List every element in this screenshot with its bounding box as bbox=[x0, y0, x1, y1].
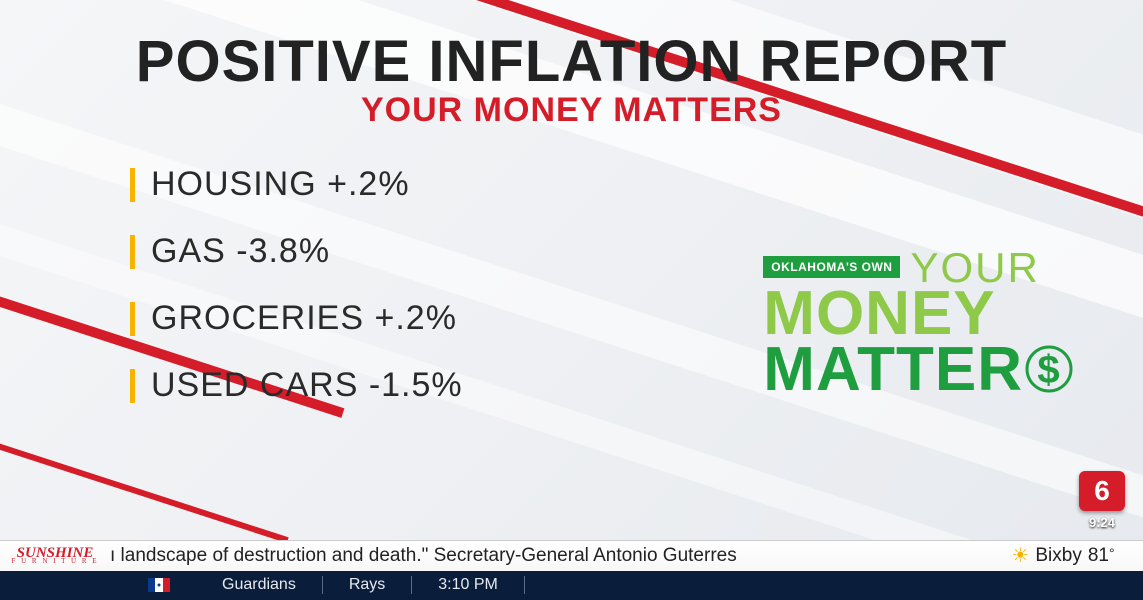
weather-widget: ☀ Bixby 81° bbox=[983, 543, 1143, 568]
list-item: GAS -3.8% bbox=[130, 232, 463, 271]
segment-money: MONEY bbox=[763, 286, 1073, 342]
bullet-tick bbox=[130, 168, 135, 202]
list-label: GAS -3.8% bbox=[151, 232, 330, 271]
segment-matters-prefix: MATTER bbox=[763, 342, 1023, 398]
station-channel: 6 bbox=[1079, 471, 1125, 511]
bullet-tick bbox=[130, 369, 135, 403]
list-item: HOUSING +.2% bbox=[130, 165, 463, 204]
sports-ticker: Guardians Rays 3:10 PM bbox=[0, 571, 1143, 600]
sponsor-logo: SUNSHINE F U R N I T U R E bbox=[0, 541, 110, 571]
ticker-separator bbox=[524, 576, 525, 594]
news-ticker-text: ı landscape of destruction and death." S… bbox=[110, 545, 983, 567]
sun-icon: ☀ bbox=[1011, 543, 1029, 568]
weather-temp: 81° bbox=[1088, 545, 1115, 567]
sports-home-team: Rays bbox=[323, 571, 411, 600]
list-item: USED CARS -1.5% bbox=[130, 366, 463, 405]
segment-badge: OKLAHOMA'S OWN bbox=[763, 256, 900, 278]
mlb-icon bbox=[148, 578, 170, 592]
inflation-list: HOUSING +.2% GAS -3.8% GROCERIES +.2% US… bbox=[130, 165, 463, 433]
station-time: 9:24 bbox=[1077, 515, 1127, 530]
lower-third: SUNSHINE F U R N I T U R E ı landscape o… bbox=[0, 540, 1143, 600]
broadcast-frame: POSITIVE INFLATION REPORT YOUR MONEY MAT… bbox=[0, 0, 1143, 600]
sponsor-tagline: F U R N I T U R E bbox=[11, 559, 98, 565]
degree-symbol: ° bbox=[1109, 545, 1115, 561]
list-label: HOUSING +.2% bbox=[151, 165, 410, 204]
title-block: POSITIVE INFLATION REPORT YOUR MONEY MAT… bbox=[0, 28, 1143, 130]
weather-city: Bixby bbox=[1035, 545, 1081, 567]
sports-away-team: Guardians bbox=[196, 571, 322, 600]
list-label: GROCERIES +.2% bbox=[151, 299, 457, 338]
main-title: POSITIVE INFLATION REPORT bbox=[0, 28, 1143, 95]
dollar-s-icon: $ bbox=[1025, 341, 1073, 397]
ticker-top: SUNSHINE F U R N I T U R E ı landscape o… bbox=[0, 541, 1143, 571]
weather-temp-value: 81 bbox=[1088, 545, 1109, 566]
bullet-tick bbox=[130, 235, 135, 269]
bullet-tick bbox=[130, 302, 135, 336]
list-label: USED CARS -1.5% bbox=[151, 366, 463, 405]
station-logo: 6 9:24 bbox=[1077, 471, 1127, 530]
segment-logo: OKLAHOMA'S OWN YOUR MONEY MATTER $ bbox=[763, 250, 1073, 397]
sports-league bbox=[122, 571, 196, 600]
sub-title: YOUR MONEY MATTERS bbox=[0, 91, 1143, 130]
sports-game-time: 3:10 PM bbox=[412, 571, 524, 600]
svg-text:$: $ bbox=[1037, 348, 1060, 392]
list-item: GROCERIES +.2% bbox=[130, 299, 463, 338]
segment-matters: MATTER $ bbox=[763, 341, 1073, 397]
